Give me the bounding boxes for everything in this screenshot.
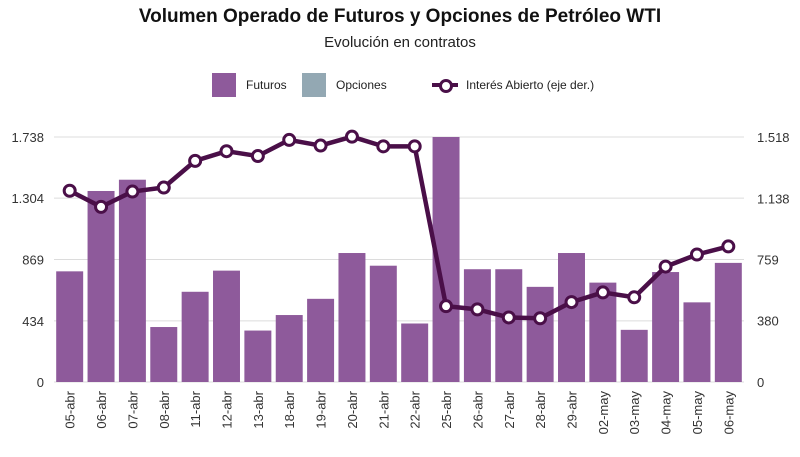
point-interes-abierto — [188, 153, 203, 168]
chart-subtitle: Evolución en contratos — [324, 34, 476, 51]
bar-futuros — [213, 270, 240, 382]
x-tick-label: 26-abr — [470, 390, 485, 428]
x-tick-label: 05-abr — [63, 390, 78, 428]
bar-futuros — [338, 253, 366, 382]
x-tick-label: 25-abr — [439, 390, 454, 428]
y-left-tick-label: 869 — [22, 253, 44, 268]
y-right-tick-label: 1.518 — [757, 130, 790, 145]
chart-title: Volumen Operado de Futuros y Opciones de… — [138, 6, 662, 27]
x-tick-label: 21-abr — [376, 390, 391, 428]
x-tick-label: 04-may — [659, 391, 674, 435]
bar-futuros — [56, 271, 84, 382]
y-right-tick-label: 1.138 — [757, 191, 790, 206]
point-interes-abierto — [156, 180, 171, 195]
legend-label-opciones: Opciones — [336, 78, 387, 92]
x-tick-label: 12-abr — [220, 390, 235, 428]
point-interes-abierto — [564, 295, 579, 310]
point-interes-abierto — [439, 299, 454, 314]
legend-swatch-interes-abierto — [432, 73, 458, 97]
point-interes-abierto — [62, 183, 77, 198]
x-tick-label: 05-may — [690, 391, 705, 435]
bar-futuros — [118, 179, 146, 382]
point-interes-abierto — [721, 239, 736, 254]
point-interes-abierto — [250, 149, 265, 164]
bar-futuros — [369, 265, 397, 382]
legend-swatch-opciones — [302, 73, 326, 97]
y-left-tick-label: 434 — [22, 314, 44, 329]
x-tick-label: 08-abr — [157, 390, 172, 428]
legend-swatch-futuros — [212, 73, 236, 97]
y-right-tick-label: 380 — [757, 314, 779, 329]
bar-futuros — [307, 298, 335, 382]
x-tick-label: 29-abr — [565, 390, 580, 428]
legend-item-interes-abierto: Interés Abierto (eje der.) — [432, 72, 594, 98]
legend-item-futuros: Futuros — [212, 72, 287, 98]
y-left-tick-label: 1.738 — [11, 130, 44, 145]
point-interes-abierto — [376, 139, 391, 154]
x-tick-label: 20-abr — [345, 390, 360, 428]
point-interes-abierto — [501, 310, 516, 325]
bar-futuros — [714, 262, 742, 382]
x-tick-label: 19-abr — [314, 390, 329, 428]
x-tick-label: 28-abr — [533, 390, 548, 428]
point-interes-abierto — [219, 144, 234, 159]
bar-futuros — [620, 329, 648, 382]
x-tick-label: 02-may — [596, 391, 611, 435]
x-tick-label: 27-abr — [502, 390, 517, 428]
point-interes-abierto — [533, 311, 548, 326]
point-interes-abierto — [125, 184, 140, 199]
bar-futuros — [558, 253, 585, 382]
point-interes-abierto — [407, 139, 422, 154]
bar-futuros — [401, 323, 429, 382]
x-tick-label: 13-abr — [251, 390, 266, 428]
bar-futuros — [244, 330, 272, 382]
y-left-tick-label: 1.304 — [11, 191, 44, 206]
legend-label-futuros: Futuros — [246, 78, 287, 92]
bar-futuros — [463, 269, 491, 382]
point-interes-abierto — [282, 132, 297, 147]
x-tick-label: 18-abr — [282, 390, 297, 428]
point-interes-abierto — [595, 285, 610, 300]
legend: Futuros Opciones Interés Abierto (eje de… — [0, 72, 800, 98]
x-tick-label: 22-abr — [408, 390, 423, 428]
x-tick-label: 07-abr — [125, 390, 140, 428]
x-tick-label: 11-abr — [188, 390, 203, 427]
bar-futuros — [150, 327, 178, 382]
line-interes-abierto — [67, 134, 731, 321]
bar-futuros — [495, 269, 523, 382]
x-tick-label: 03-may — [627, 391, 642, 435]
y-right-tick-label: 759 — [757, 253, 779, 268]
y-right-tick-label: 0 — [757, 375, 764, 390]
point-interes-abierto — [627, 290, 642, 305]
legend-item-opciones: Opciones — [302, 72, 387, 98]
y-left-tick-label: 0 — [37, 375, 44, 390]
x-tick-label: 06-abr — [94, 390, 109, 428]
bar-futuros — [87, 190, 115, 382]
bar-futuros — [181, 291, 209, 382]
legend-label-interes-abierto: Interés Abierto (eje der.) — [466, 78, 595, 92]
point-interes-abierto — [658, 259, 673, 274]
bar-futuros — [683, 302, 711, 382]
point-interes-abierto — [94, 199, 109, 214]
point-interes-abierto — [470, 302, 485, 317]
point-interes-abierto — [689, 247, 704, 262]
bar-futuros — [652, 272, 680, 382]
point-interes-abierto — [344, 129, 359, 144]
bar-futuros — [275, 315, 303, 382]
bar-futuros — [526, 286, 554, 382]
x-tick-label: 06-may — [721, 391, 736, 435]
point-interes-abierto — [313, 138, 328, 153]
